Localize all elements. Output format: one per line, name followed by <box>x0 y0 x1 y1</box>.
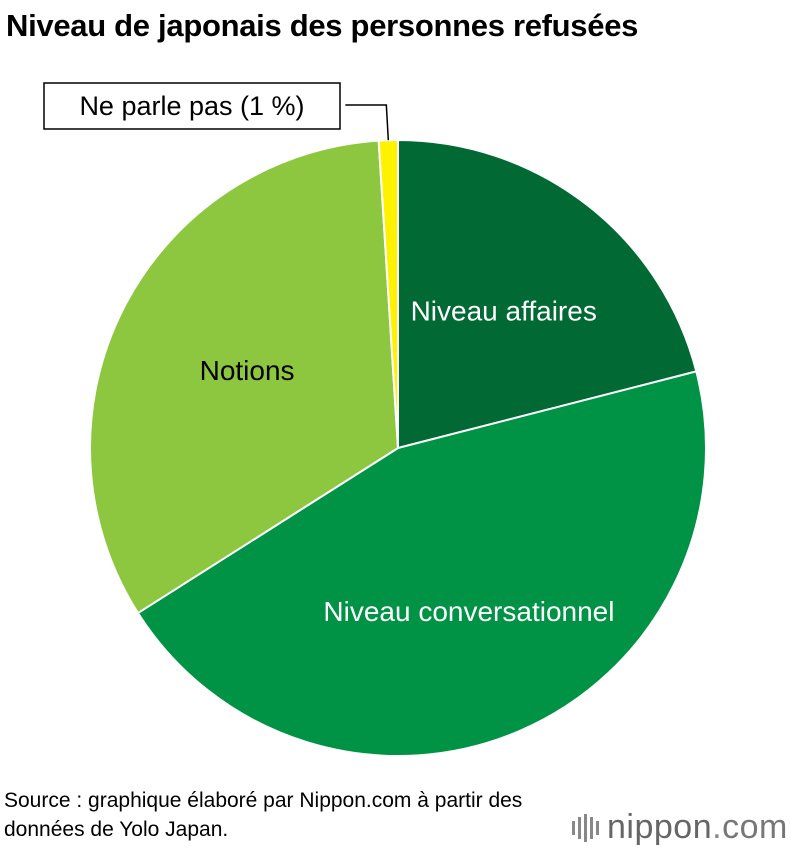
logo-bars-icon <box>572 813 599 842</box>
pie-slice-ne-parle-pas-1 <box>377 138 399 449</box>
chart-title: Niveau de japonais des personnes refusée… <box>6 8 639 43</box>
source-note: Source : graphique élaboré par Nippon.co… <box>4 789 523 841</box>
pie-slice-niveau-conversationnel <box>136 370 707 757</box>
callout-leader-line <box>345 104 390 141</box>
logo-text: nippon <box>607 808 713 846</box>
callout-box <box>43 82 341 130</box>
nippon-logo: nippon. com <box>572 808 788 847</box>
slice-label-notions: Notions <box>200 355 295 386</box>
slice-label-ne-parle-pas: Ne parle pas (1 %) <box>79 91 304 121</box>
slice-label-niveau-affaires: Niveau affaires <box>411 296 597 327</box>
pie-slice-niveau-affaires <box>397 138 698 450</box>
pie-chart: Niveau affaires Niveau conversationnel Not… <box>43 82 707 757</box>
pie-slice-notions <box>89 139 400 615</box>
slice-label-niveau-conversationnel: Niveau conversationnel <box>323 596 614 627</box>
